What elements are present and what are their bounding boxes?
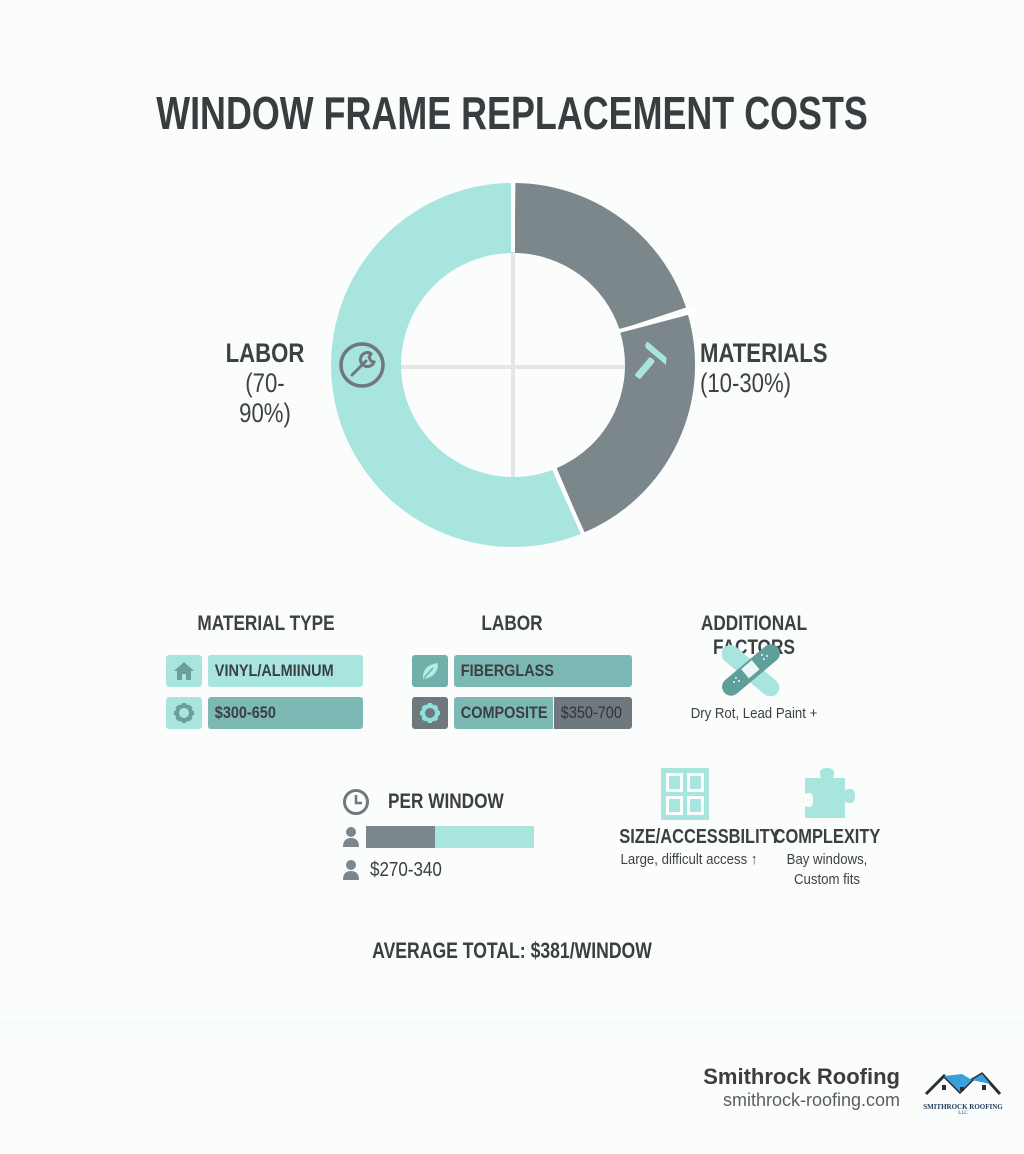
bandage-icon <box>722 644 780 696</box>
company-url[interactable]: smithrock-roofing.com <box>722 1090 900 1110</box>
material-vinyl-bar: VINYL/ALMIINUM <box>208 655 363 687</box>
materials-label: MATERIALS (10-30%) <box>700 338 828 398</box>
gear-icon <box>420 703 440 723</box>
home-tile <box>166 655 202 687</box>
material-price-bar: $300-650 <box>208 697 363 729</box>
per-window-bar-gray <box>366 826 435 848</box>
complexity-text: Bay windows, <box>786 851 868 868</box>
gear-tile <box>166 697 202 729</box>
size-accessibility-heading: SIZE/ACCESSBILITY <box>619 826 781 848</box>
logo-sub: LLC <box>958 1111 968 1116</box>
person-icon <box>343 827 359 847</box>
logo-text: SMITHROCK ROOFING <box>923 1103 1003 1111</box>
labor-segment <box>331 183 582 547</box>
labor-heading: LABOR <box>481 612 543 635</box>
additional-factors-text: Dry Rot, Lead Paint + <box>690 705 818 722</box>
material-type-heading: MATERIAL TYPE <box>197 612 335 635</box>
labor-label: LABOR (70-90%) <box>225 338 305 428</box>
complexity-text-2: Custom fits <box>793 871 860 888</box>
puzzle-icon <box>805 768 855 818</box>
size-accessibility-text: Large, difficult access ↑ <box>620 851 758 868</box>
footer-divider <box>0 1022 1024 1025</box>
donut-chart <box>331 180 696 547</box>
clock-icon <box>343 789 369 815</box>
company-logo: SMITHROCK ROOFING LLC <box>920 1070 1006 1116</box>
home-icon <box>174 662 194 680</box>
company-name: Smithrock Roofing <box>703 1064 900 1089</box>
materials-segment-2 <box>555 311 695 533</box>
roof-logo-icon <box>924 1072 1002 1096</box>
per-window-value: $270-340 <box>370 859 442 881</box>
leaf-tile <box>412 655 448 687</box>
labor-composite-bar: COMPOSITE <box>454 697 553 729</box>
materials-segment-1 <box>513 183 687 331</box>
page-title: WINDOW FRAME REPLACEMENT COSTS <box>156 87 868 139</box>
hammer-icon <box>635 341 667 379</box>
complexity-heading: COMPLEXITY <box>773 826 881 848</box>
leaf-icon <box>422 663 438 679</box>
per-window-heading: PER WINDOW <box>388 790 504 813</box>
window-icon <box>661 768 709 820</box>
gear-tile-2 <box>412 697 448 729</box>
gear-icon <box>174 703 194 723</box>
labor-fiberglass-bar: FIBERGLASS <box>454 655 632 687</box>
average-total: AVERAGE TOTAL: $381/WINDOW <box>372 938 652 963</box>
per-window-bar-teal <box>435 826 534 848</box>
person-icon <box>343 860 359 880</box>
labor-price-bar: $350-700 <box>554 697 632 729</box>
wrench-icon <box>339 342 385 388</box>
